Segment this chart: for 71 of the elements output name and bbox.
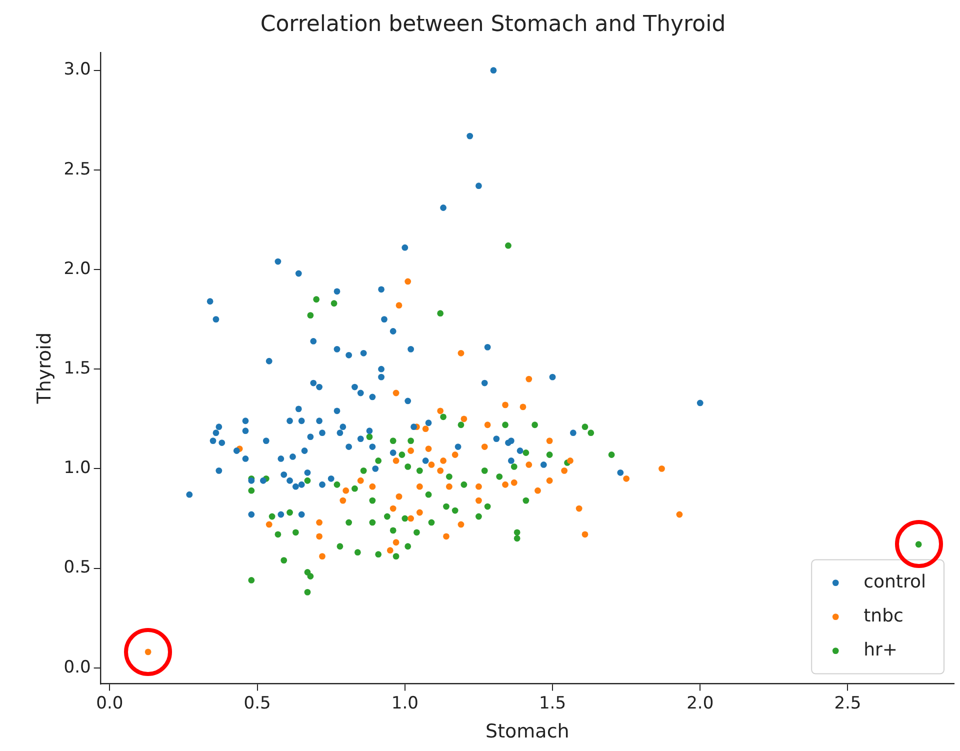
y-tick-label: 2.5 bbox=[64, 159, 91, 180]
legend-label: hr+ bbox=[864, 639, 898, 660]
point bbox=[404, 278, 412, 285]
point bbox=[443, 533, 450, 540]
y-tick-label: 1.0 bbox=[64, 458, 91, 478]
x-axis-title: Stomach bbox=[486, 720, 570, 743]
y-tick-label: 0.5 bbox=[64, 558, 91, 578]
point bbox=[440, 458, 446, 464]
point bbox=[502, 402, 508, 408]
point bbox=[408, 448, 414, 454]
point bbox=[425, 446, 432, 452]
point bbox=[458, 350, 464, 356]
point bbox=[460, 416, 468, 422]
point bbox=[340, 497, 346, 504]
point bbox=[576, 505, 582, 512]
point bbox=[452, 452, 458, 458]
point bbox=[437, 408, 444, 414]
x-tick-label: 1.0 bbox=[391, 693, 418, 714]
point bbox=[676, 511, 683, 518]
point bbox=[369, 483, 376, 490]
point bbox=[623, 475, 630, 482]
legend-label: control bbox=[864, 571, 926, 592]
chart-title: Correlation between Stomach and Thyroid bbox=[260, 12, 726, 37]
point bbox=[422, 426, 429, 432]
y-tick-label: 2.0 bbox=[64, 258, 91, 279]
point bbox=[546, 477, 553, 484]
point bbox=[526, 376, 532, 382]
point bbox=[316, 519, 322, 526]
point bbox=[476, 497, 482, 504]
y-tick-label: 1.5 bbox=[64, 358, 91, 379]
x-tick-label: 1.5 bbox=[538, 693, 566, 714]
point bbox=[428, 462, 435, 468]
point bbox=[408, 515, 414, 522]
point bbox=[658, 465, 665, 472]
point bbox=[534, 487, 541, 494]
point bbox=[446, 483, 452, 490]
point bbox=[502, 481, 508, 488]
point bbox=[416, 509, 423, 516]
point bbox=[266, 521, 272, 528]
point bbox=[316, 533, 322, 540]
y-tick-label: 3.0 bbox=[64, 60, 91, 80]
point bbox=[392, 458, 400, 464]
point bbox=[437, 467, 444, 474]
point bbox=[357, 477, 364, 484]
point bbox=[396, 302, 402, 309]
x-tick-label: 0.5 bbox=[244, 693, 271, 714]
point bbox=[481, 444, 488, 450]
point bbox=[526, 462, 532, 468]
point bbox=[476, 483, 482, 490]
point bbox=[390, 505, 396, 512]
point bbox=[319, 553, 326, 560]
x-tick-label: 2.0 bbox=[686, 693, 714, 714]
point bbox=[458, 521, 464, 528]
point bbox=[582, 531, 588, 538]
point bbox=[392, 539, 400, 546]
y-axis-title: Thyroid bbox=[33, 332, 56, 405]
point bbox=[561, 467, 568, 474]
point bbox=[386, 547, 394, 554]
y-tick-label: 0.0 bbox=[64, 657, 91, 678]
point bbox=[396, 493, 402, 500]
point bbox=[520, 404, 526, 410]
legend-label: tnbc bbox=[864, 605, 904, 626]
point bbox=[342, 487, 350, 494]
point bbox=[416, 483, 423, 490]
point bbox=[484, 422, 491, 428]
point bbox=[546, 438, 553, 444]
point bbox=[567, 458, 574, 464]
x-tick-label: 2.5 bbox=[834, 693, 862, 714]
x-tick-label: 0.0 bbox=[96, 693, 124, 714]
point bbox=[392, 390, 400, 396]
point bbox=[510, 479, 518, 486]
